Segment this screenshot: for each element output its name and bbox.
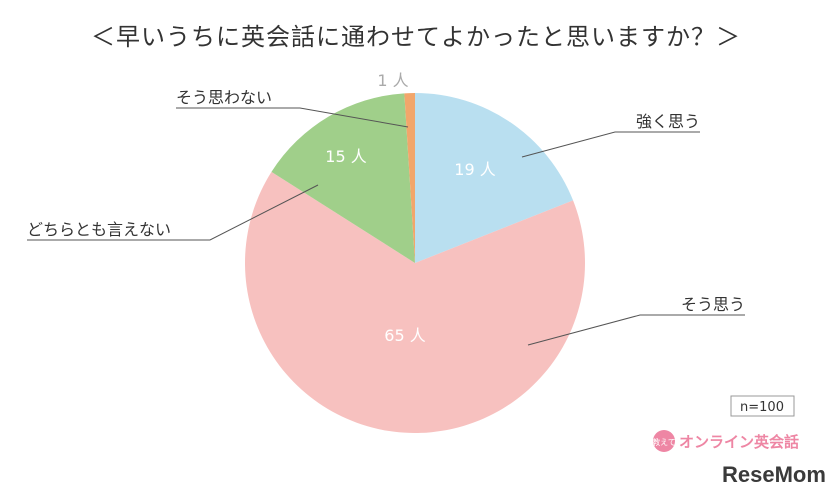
slice-agree xyxy=(244,171,586,434)
slice-value-disagree: 1 人 xyxy=(377,71,408,90)
slice-neutral xyxy=(271,93,415,264)
slice-disagree xyxy=(404,93,415,263)
watermark-logo: ReseMom xyxy=(722,462,826,487)
sample-size-box xyxy=(730,395,795,417)
slice-value-agree: 65 人 xyxy=(384,326,425,345)
slice-label-neutral: どちらとも言えない xyxy=(27,220,171,239)
chart-title: ＜早いうちに英会話に通わせてよかったと思いますか？＞ xyxy=(91,23,741,51)
slice-value-strongly-agree: 19 人 xyxy=(454,160,495,179)
slice-strongly-agree xyxy=(415,93,574,263)
slice-label-strongly-agree: 強く思う xyxy=(636,112,700,131)
brand-badge-icon xyxy=(653,430,675,452)
leader-line-disagree xyxy=(176,107,409,128)
leader-line-neutral xyxy=(27,184,319,241)
slice-label-disagree: そう思わない xyxy=(176,88,272,107)
pie-slices xyxy=(244,93,586,434)
slice-counts: 19 人 65 人 15 人 1 人 xyxy=(325,71,495,345)
brand-name: オンライン英会話 xyxy=(679,433,799,451)
sample-size-label: n=100 xyxy=(740,400,784,415)
brand-badge-text: 教えて xyxy=(652,437,676,447)
slice-label-agree: そう思う xyxy=(681,295,745,314)
leader-lines xyxy=(27,107,745,346)
leader-line-agree xyxy=(527,314,745,346)
leader-line-strongly-agree xyxy=(521,131,700,158)
slice-value-neutral: 15 人 xyxy=(325,147,366,166)
